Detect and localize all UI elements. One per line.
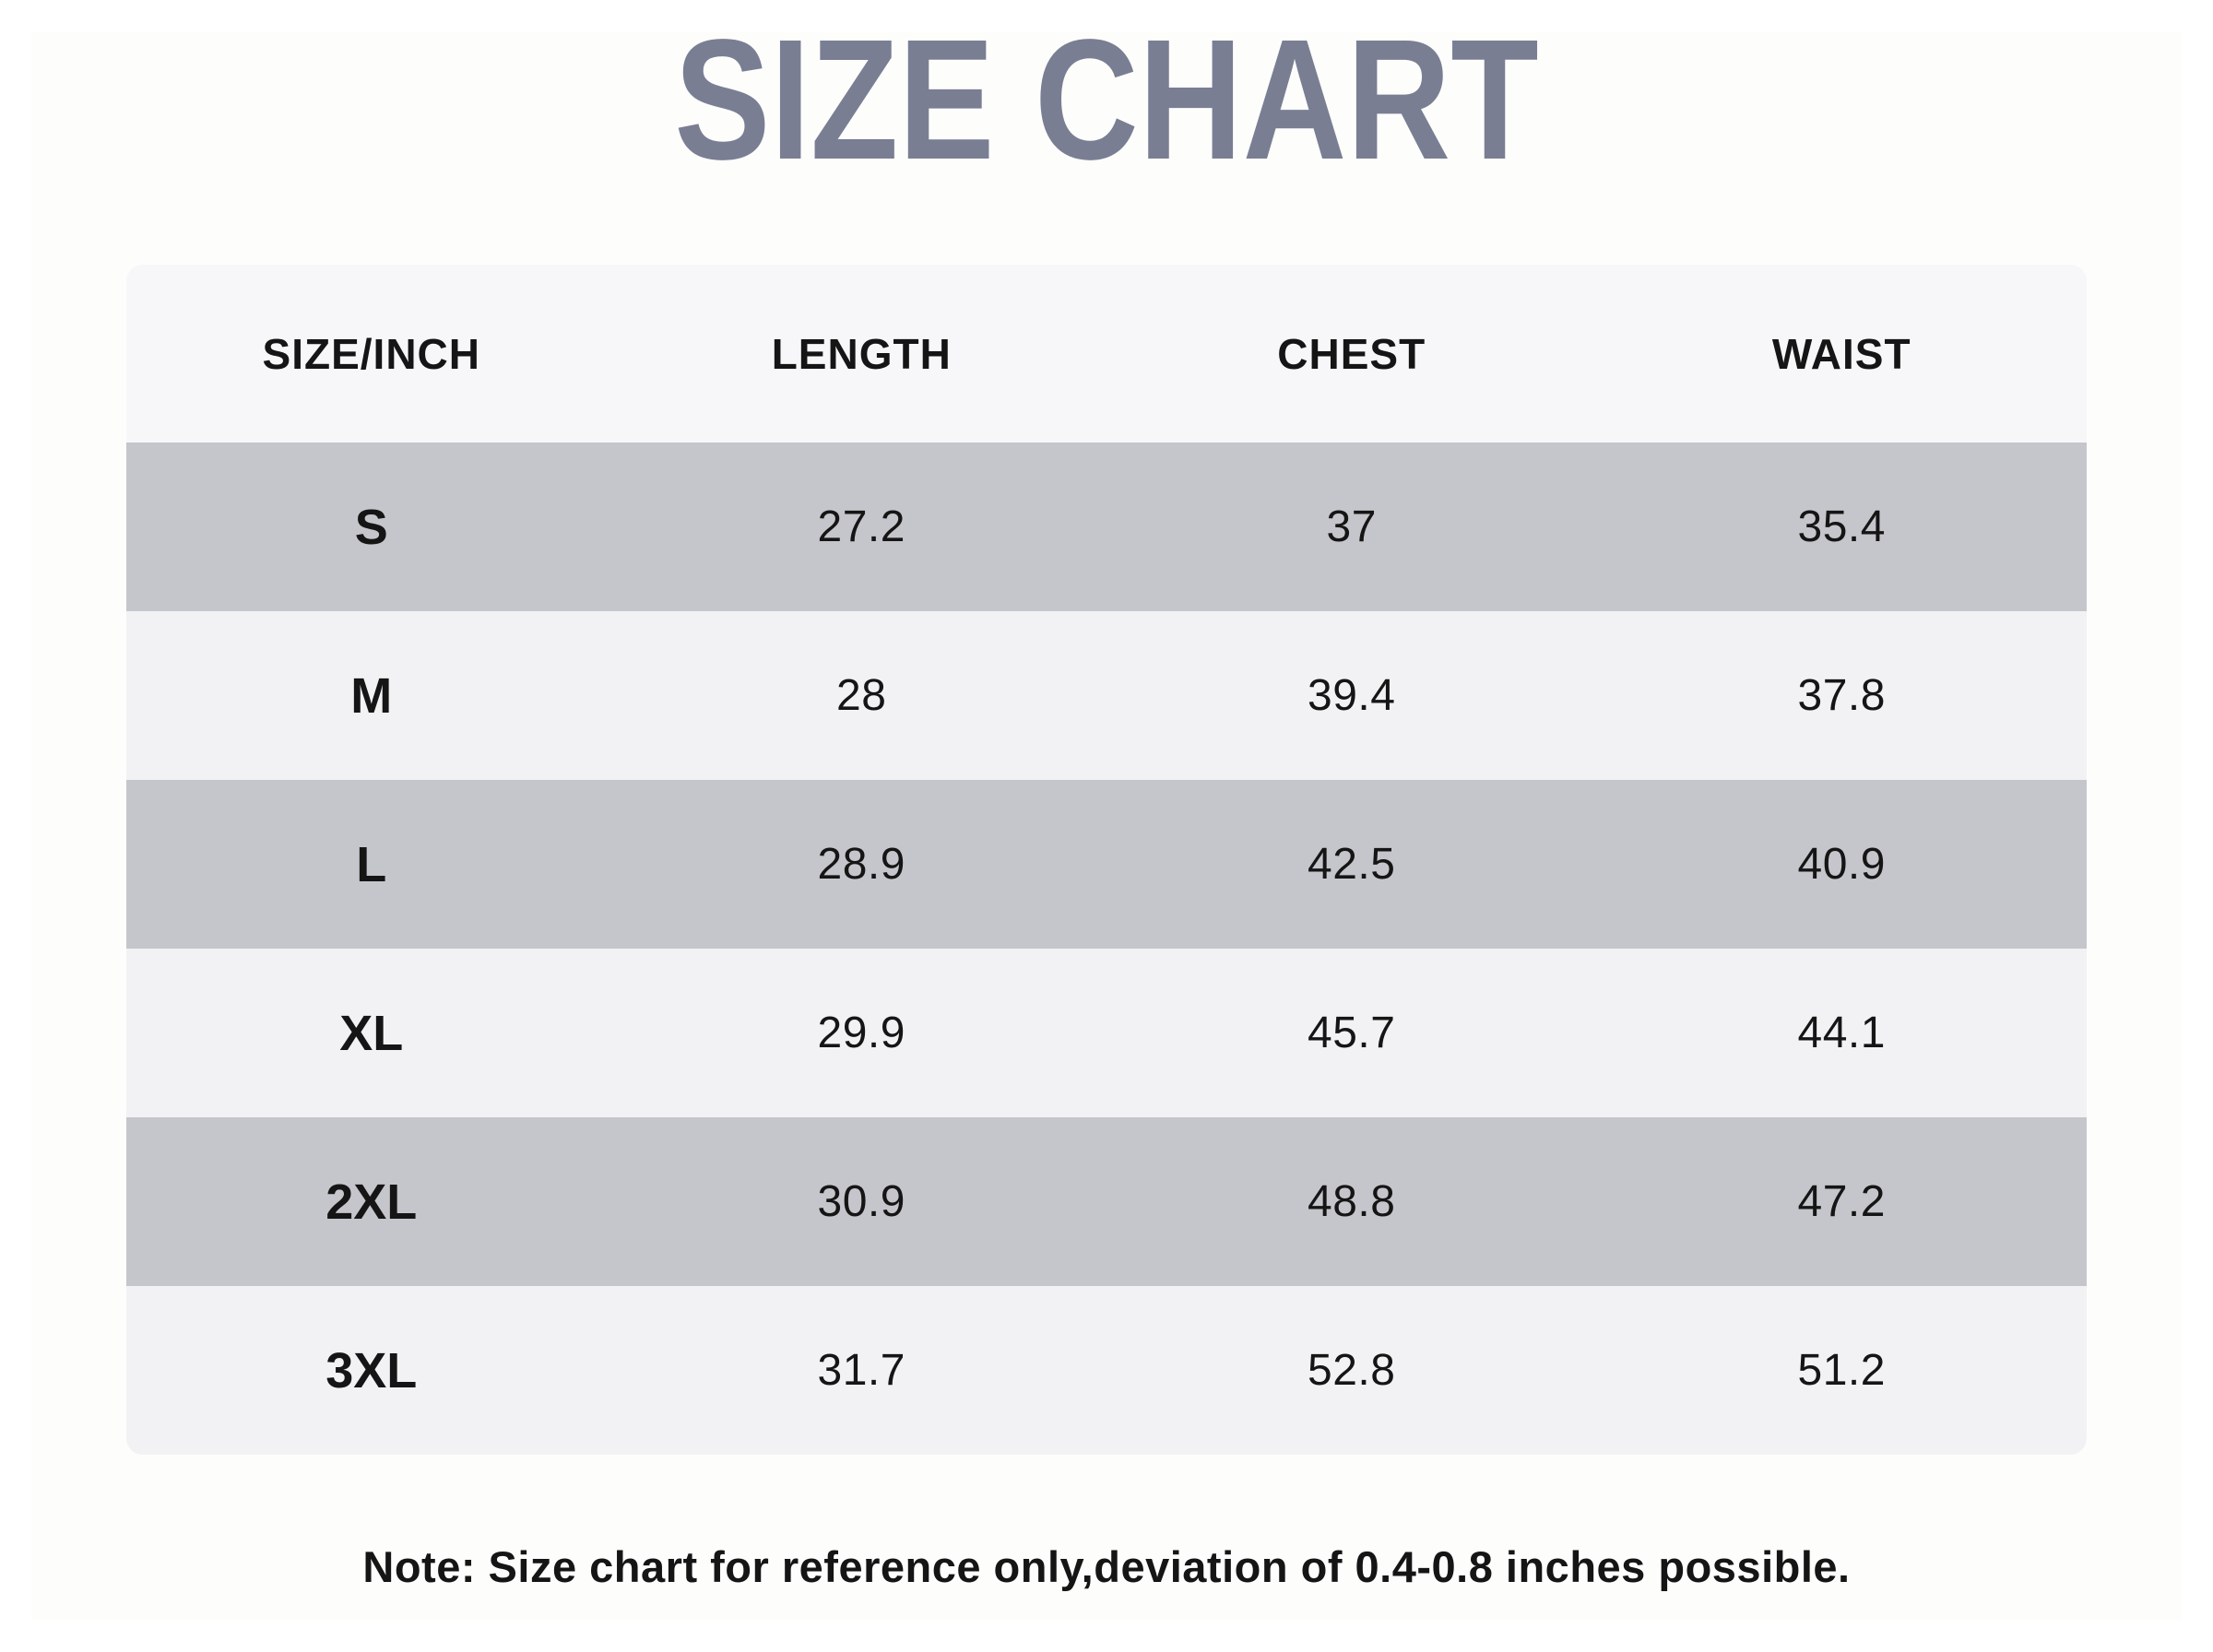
table-row-s: S 27.2 37 35.4 [126,442,2087,611]
size-label: 3XL [325,1342,418,1398]
waist-value: 37.8 [1797,670,1886,720]
waist-value: 47.2 [1797,1176,1886,1226]
table-row-m: M 28 39.4 37.8 [126,611,2087,780]
size-label: XL [339,1005,404,1061]
header-cell-length: LENGTH [771,329,952,378]
header-cell-chest: CHEST [1277,329,1426,378]
size-label: L [356,836,387,892]
table-row-2xl: 2XL 30.9 48.8 47.2 [126,1117,2087,1286]
table-row-l: L 28.9 42.5 40.9 [126,780,2087,949]
length-value: 29.9 [817,1008,905,1057]
header-cell-size-inch: SIZE/INCH [262,329,480,378]
note-text: Note: Size chart for reference only,devi… [362,1542,1851,1591]
size-table: SIZE/INCH LENGTH CHEST WAIST S 27.2 37 3… [126,265,2087,1455]
length-value: 28 [836,670,887,720]
size-label: M [350,667,393,724]
waist-value: 44.1 [1797,1008,1886,1057]
chest-value: 37 [1326,502,1377,551]
table-row-3xl: 3XL 31.7 52.8 51.2 [126,1286,2087,1455]
table-header-row: SIZE/INCH LENGTH CHEST WAIST [126,265,2087,442]
chest-value: 45.7 [1308,1008,1396,1057]
waist-value: 51.2 [1797,1345,1886,1395]
chest-value: 48.8 [1308,1176,1396,1226]
header-cell-waist: WAIST [1771,329,1911,378]
table-row-xl: XL 29.9 45.7 44.1 [126,949,2087,1117]
chest-value: 52.8 [1308,1345,1396,1395]
length-value: 28.9 [817,839,905,889]
chest-value: 39.4 [1308,670,1396,720]
waist-value: 35.4 [1797,502,1886,551]
length-value: 31.7 [817,1345,905,1395]
size-label: S [354,499,388,555]
length-value: 30.9 [817,1176,905,1226]
page-title: SIZE CHART [674,5,1539,195]
size-label: 2XL [325,1174,418,1230]
waist-value: 40.9 [1797,839,1886,889]
page-title-container: SIZE CHART [0,15,2213,186]
length-value: 27.2 [817,502,905,551]
chest-value: 42.5 [1308,839,1396,889]
